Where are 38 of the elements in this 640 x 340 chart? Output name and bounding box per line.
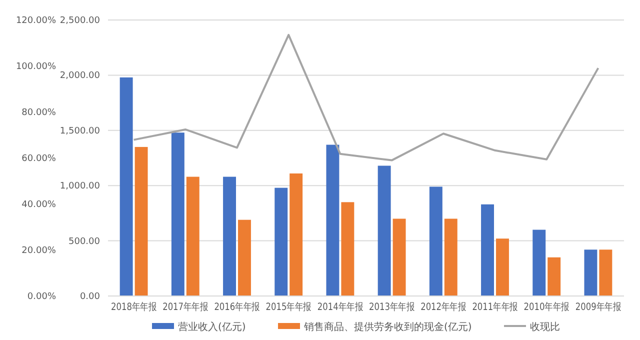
y-tick-label: 1,000.00 — [60, 182, 100, 192]
x-tick-label: 2009年年报 — [575, 301, 631, 313]
bar — [223, 176, 236, 296]
bar — [496, 238, 509, 296]
bar — [532, 230, 546, 296]
y-tick-label: 500.00 — [68, 236, 100, 247]
y-tick-label: 0.00 — [80, 292, 100, 302]
bar — [326, 144, 340, 296]
bar — [548, 257, 561, 296]
y2-tick-label: 20.00% — [22, 246, 56, 256]
bar — [481, 204, 494, 296]
bar — [171, 132, 184, 296]
y2-tick-label: 120.00% — [16, 16, 56, 26]
bar — [238, 220, 251, 296]
y2-tick-label: 0.00% — [27, 292, 56, 302]
legend-label: 销售商品、提供劳务收到的现金(亿元) — [303, 321, 472, 333]
bar — [599, 250, 612, 296]
bar — [134, 146, 148, 296]
bar — [186, 176, 200, 296]
legend-label: 收现比 — [530, 321, 560, 333]
y-tick-label: 2,000.00 — [60, 71, 100, 82]
y-tick-label: 1,500.00 — [60, 126, 100, 136]
y-tick-label: 2,500.00 — [60, 16, 100, 26]
bar — [392, 218, 406, 296]
bar — [274, 188, 288, 296]
legend-label: 营业收入(亿元) — [178, 321, 246, 333]
line-series — [132, 34, 600, 162]
y2-tick-label: 40.00% — [22, 200, 56, 210]
bar — [290, 173, 303, 296]
bar — [120, 77, 133, 296]
y2-tick-label: 100.00% — [16, 62, 56, 72]
bar — [444, 218, 458, 296]
bar — [378, 166, 391, 296]
y2-tick-label: 80.00% — [22, 108, 56, 118]
y2-tick-label: 60.00% — [22, 154, 56, 164]
bar — [429, 186, 442, 296]
bar — [341, 202, 354, 296]
bar — [584, 250, 598, 296]
